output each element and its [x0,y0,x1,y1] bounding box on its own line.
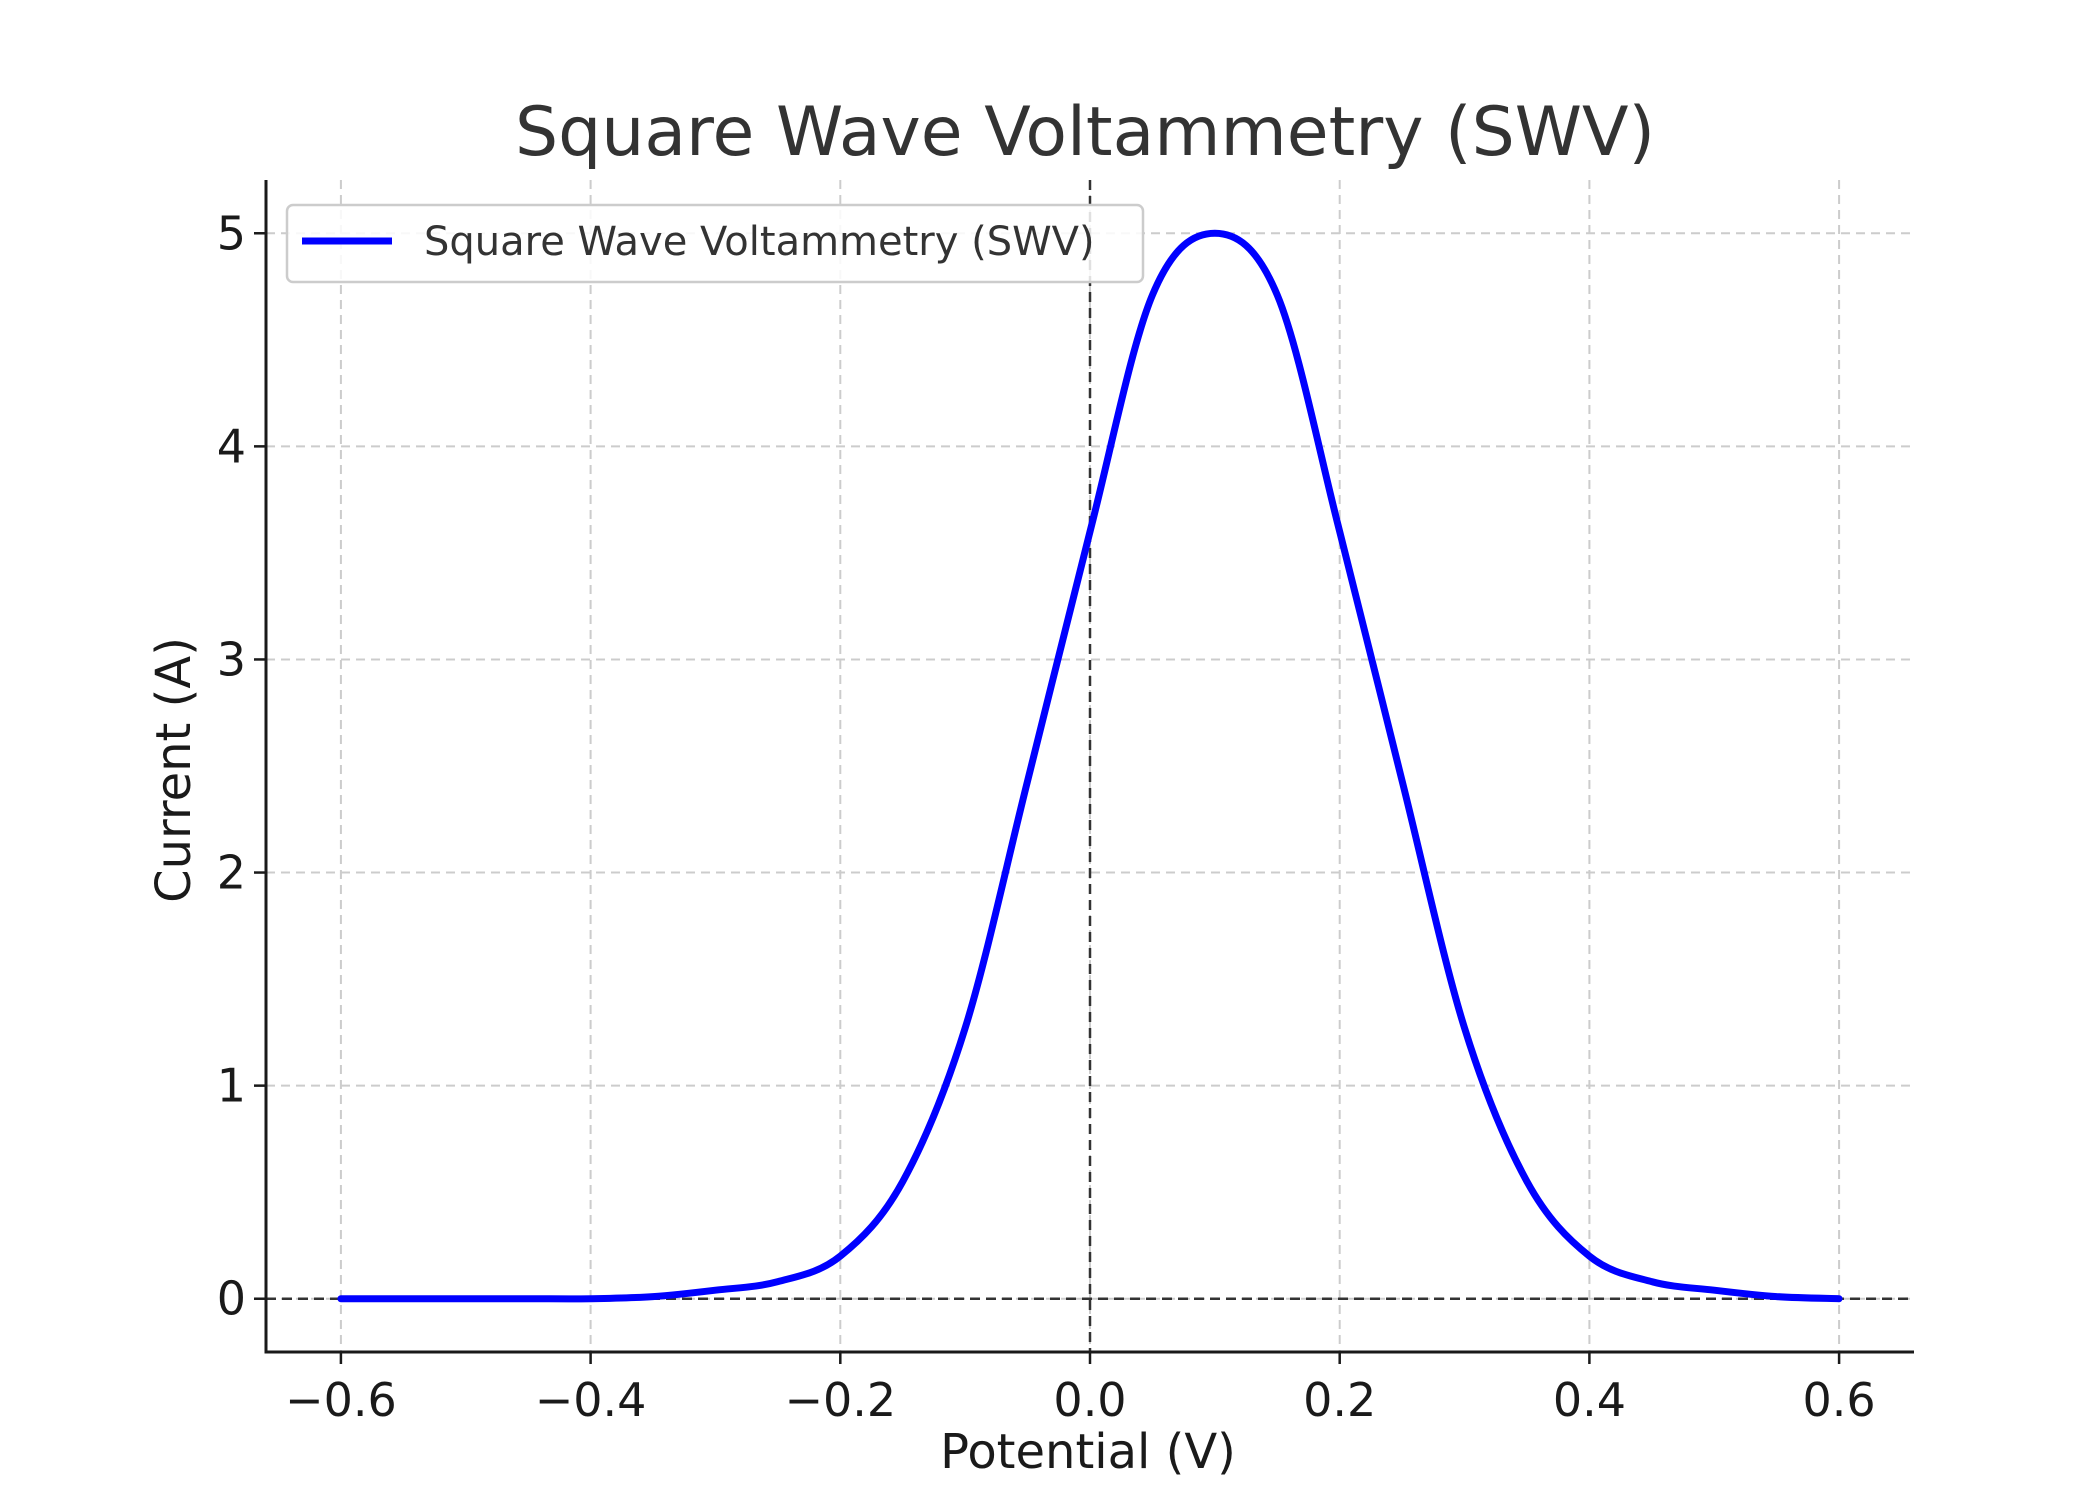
series-line-0 [337,229,1843,1303]
y-tick-label-0: 0 [217,1272,246,1326]
x-tick-label-1: −0.4 [535,1373,647,1427]
y-tick-label-3: 3 [217,632,246,686]
x-tick-label-6: 0.6 [1803,1373,1876,1427]
legend-box [285,203,1145,284]
y-tick-label-5: 5 [217,206,246,260]
ticks-layer: −0.6 −0.4 −0.2 0.0 0.2 0.4 0.6 0 1 2 3 4 5 [217,206,1876,1427]
x-tick-label-4: 0.2 [1303,1373,1376,1427]
y-tick-label-2: 2 [217,846,246,900]
grid-layer [266,180,1914,1352]
x-tick-label-3: 0.0 [1053,1373,1126,1427]
legend: Square Wave Voltammetry (SWV) [285,203,1145,284]
y-tick-label-4: 4 [217,419,246,473]
y-axis-label: Current (A) [146,637,202,903]
y-tick-label-1: 1 [217,1059,246,1113]
x-tick-label-5: 0.4 [1553,1373,1626,1427]
x-axis-label: Potential (V) [940,1424,1236,1480]
legend-label: Square Wave Voltammetry (SWV) [424,219,1095,265]
series-layer [337,229,1843,1303]
x-tick-label-2: −0.2 [784,1373,896,1427]
x-tick-label-0: −0.6 [285,1373,397,1427]
chart-title: Square Wave Voltammetry (SWV) [515,93,1655,172]
